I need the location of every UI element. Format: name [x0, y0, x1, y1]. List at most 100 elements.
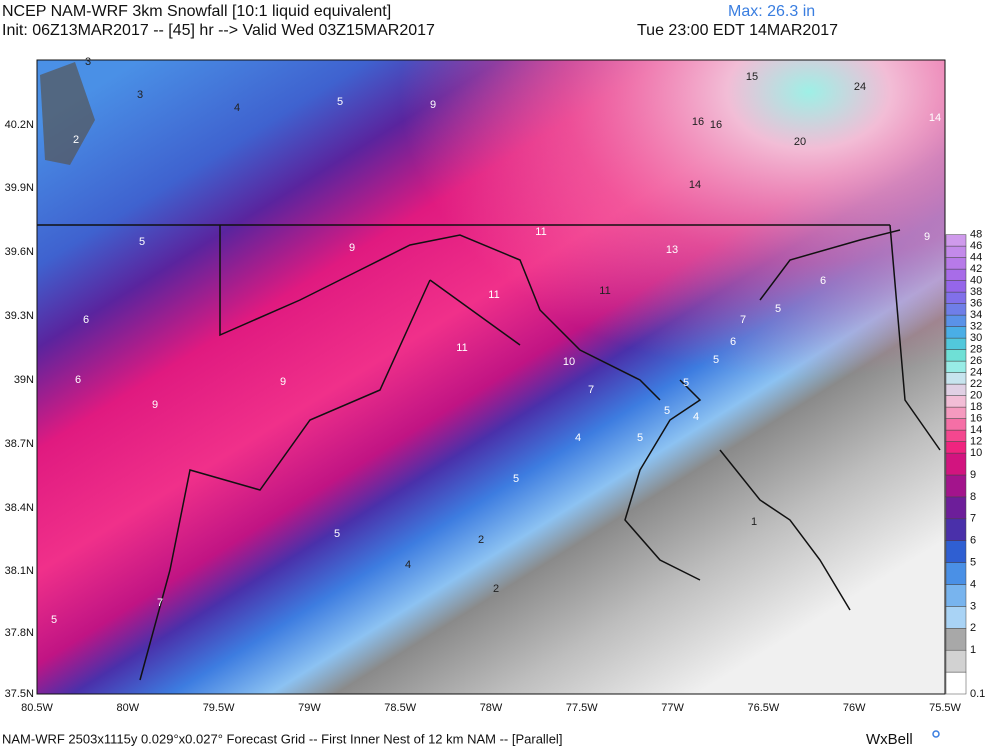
colorbar-label: 36: [970, 298, 982, 310]
colorbar-label: 10: [970, 447, 982, 459]
colorbar-label: 0.1: [970, 688, 985, 700]
colorbar-label: 28: [970, 344, 982, 356]
colorbar-swatch: [945, 314, 967, 327]
colorbar-label: 20: [970, 390, 982, 402]
colorbar-label: 32: [970, 321, 982, 333]
contour-label: 9: [430, 99, 436, 111]
colorbar-label: 5: [970, 557, 976, 569]
title: NCEP NAM-WRF 3km Snowfall [10:1 liquid e…: [2, 3, 391, 20]
colorbar-label: 4: [970, 578, 976, 590]
contour-label: 14: [689, 179, 701, 191]
colorbar-swatch: [945, 518, 967, 541]
colorbar-label: 34: [970, 309, 982, 321]
colorbar-label: 18: [970, 401, 982, 413]
colorbar-swatch: [945, 395, 967, 408]
colorbar-label: 14: [970, 424, 982, 436]
lon-label: 79W: [298, 702, 321, 714]
colorbar-swatch: [945, 671, 967, 695]
contour-label: 13: [666, 244, 678, 256]
colorbar-label: 16: [970, 413, 982, 425]
lon-label: 77W: [661, 702, 684, 714]
colorbar-label: 2: [970, 622, 976, 634]
lat-label: 37.5N: [5, 688, 34, 700]
colorbar-swatch: [945, 280, 967, 293]
contour-label: 15: [746, 71, 758, 83]
colorbar-label: 38: [970, 286, 982, 298]
lat-label: 40.2N: [5, 119, 34, 131]
colorbar-swatch: [945, 326, 967, 339]
lat-label: 39.3N: [5, 310, 34, 322]
lon-label: 78.5W: [384, 702, 416, 714]
contour-label: 6: [83, 314, 89, 326]
lat-label: 39N: [14, 374, 34, 386]
colorbar-swatch: [945, 649, 967, 673]
state-border: [37, 224, 941, 451]
init-line: Init: 06Z13MAR2017 -- [45] hr --> Valid …: [2, 22, 435, 39]
colorbar-label: 48: [970, 229, 982, 241]
colorbar-label: 6: [970, 535, 976, 547]
colorbar-label: 24: [970, 367, 982, 379]
contour-label: 4: [575, 432, 581, 444]
contour-label: 11: [456, 342, 467, 354]
colorbar-swatch: [945, 383, 967, 396]
contour-label: 5: [337, 96, 343, 108]
contour-label: 3: [85, 56, 91, 68]
colorbar-swatch: [945, 303, 967, 316]
contour-label: 14: [929, 112, 941, 124]
colorbar-swatch: [945, 562, 967, 585]
lat-label: 38.1N: [5, 565, 34, 577]
colorbar-label: 1: [970, 644, 976, 656]
contour-label: 5: [334, 528, 340, 540]
contour-label: 7: [157, 597, 163, 609]
colorbar-swatch: [945, 606, 967, 629]
colorbar-swatch: [945, 628, 967, 651]
contour-label: 5: [664, 405, 670, 417]
contour-label: 4: [234, 102, 240, 114]
footer-grid: NAM-WRF 2503x1115y 0.029°x0.027° Forecas…: [2, 731, 562, 746]
contour-label: 20: [794, 136, 806, 148]
contour-label: 11: [535, 226, 546, 238]
lat-label: 39.9N: [5, 182, 34, 194]
colorbar-swatch: [945, 337, 967, 350]
contour-label: 6: [75, 374, 81, 386]
colorbar-swatch: [945, 234, 967, 247]
contour-label: 9: [349, 242, 355, 254]
contour-label: 5: [51, 614, 57, 626]
contour-label: 1: [751, 516, 757, 528]
contour-label: 5: [713, 354, 719, 366]
colorbar-label: 30: [970, 332, 982, 344]
lat-label: 39.6N: [5, 246, 34, 258]
contour-label: 2: [73, 134, 79, 146]
contour-label: 11: [599, 285, 610, 297]
colorbar-swatch: [945, 441, 967, 454]
state-border: [139, 225, 661, 681]
colorbar-swatch: [945, 496, 967, 520]
colorbar-label: 9: [970, 469, 976, 481]
colorbar-label: 12: [970, 436, 982, 448]
contour-label: 6: [820, 275, 826, 287]
lon-label: 76W: [843, 702, 866, 714]
lat-label: 38.4N: [5, 502, 34, 514]
contour-label: 2: [478, 534, 484, 546]
colorbar-label: 3: [970, 600, 976, 612]
colorbar-swatch: [945, 245, 967, 258]
colorbar-label: 44: [970, 252, 982, 264]
contour-label: 24: [854, 81, 866, 93]
colorbar-swatch: [945, 372, 967, 385]
valid-local: Tue 23:00 EDT 14MAR2017: [637, 22, 838, 39]
contour-label: 10: [563, 356, 575, 368]
contour-label: 2: [493, 583, 499, 595]
contour-label: 9: [280, 376, 286, 388]
max-value: Max: 26.3 in: [728, 3, 815, 20]
contour-label: 4: [693, 411, 699, 423]
lon-label: 76.5W: [748, 702, 780, 714]
colorbar-label: 42: [970, 263, 982, 275]
lon-label: 80W: [116, 702, 139, 714]
low-snow-area: [40, 62, 95, 165]
contour-label: 5: [775, 303, 781, 315]
brand: WxBell: [866, 731, 913, 748]
colorbar-swatch: [945, 540, 967, 563]
contour-label: 16: [710, 119, 722, 131]
colorbar-label: 26: [970, 355, 982, 367]
contour-label: 5: [513, 473, 519, 485]
